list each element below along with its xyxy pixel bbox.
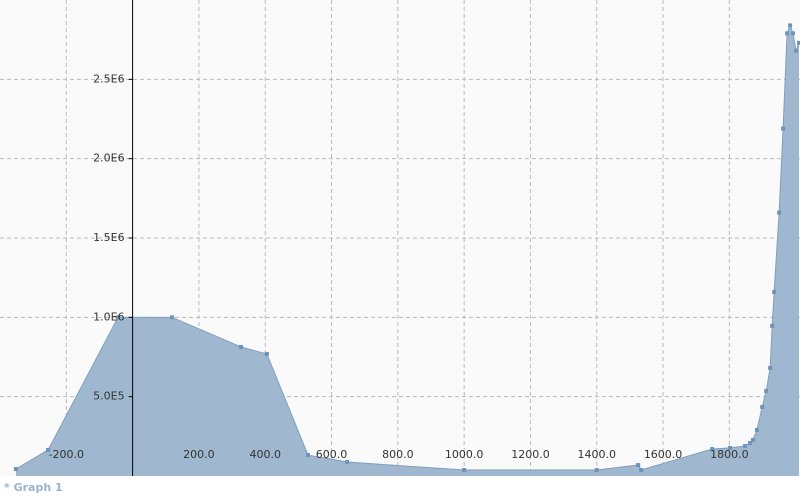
point [305,453,310,458]
y-tick-label: 2.0E6 [93,152,124,165]
point [760,404,765,409]
x-tick-label: 200.0 [183,448,215,461]
x-tick-label: 800.0 [382,448,414,461]
point [788,23,793,28]
point [728,445,733,450]
x-tick-label: 1200.0 [511,448,550,461]
x-tick-label: 1800.0 [710,448,749,461]
point [764,388,769,393]
point [345,460,350,465]
point [772,289,777,294]
area-line [15,23,800,471]
point [750,437,755,442]
x-tick-label: 400.0 [249,448,281,461]
point [747,440,752,445]
point [46,447,51,452]
point [742,444,747,449]
point [785,31,790,36]
point [239,345,244,350]
point [768,365,773,370]
x-tick-label: 1600.0 [644,448,683,461]
legend-label: * Graph 1 [4,481,63,494]
point [781,126,786,131]
point [770,323,775,328]
point [777,210,782,215]
y-tick-label: 1.5E6 [93,231,124,244]
point [710,447,715,452]
point [754,427,759,432]
x-tick-label: 1000.0 [445,448,484,461]
point [797,40,800,45]
y-tick-label: 5.0E5 [93,390,124,403]
point [794,48,799,53]
x-tick-label: 600.0 [316,448,348,461]
point [636,463,641,468]
x-tick-label: 1400.0 [578,448,617,461]
y-tick-label: 2.5E6 [93,72,124,85]
point [116,315,121,320]
point [639,467,644,472]
point [13,467,18,472]
area [15,25,800,477]
point [170,315,175,320]
y-tick-label: 1.0E6 [93,310,124,323]
point [791,31,796,36]
point [462,467,467,472]
x-tick-label: -200.0 [49,448,84,461]
point [594,467,599,472]
point [264,351,269,356]
